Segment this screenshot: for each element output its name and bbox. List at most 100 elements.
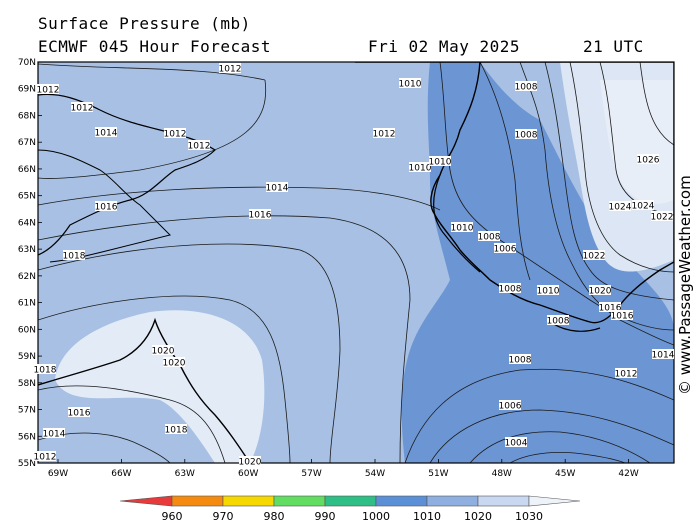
website-credit: © www.PassageWeather.com	[676, 175, 694, 395]
isobar-label: 1018	[165, 426, 188, 436]
isobar-label: 1016	[599, 304, 622, 314]
forecast-time: 21 UTC	[583, 37, 644, 56]
isobar-label: 1012	[188, 142, 211, 152]
isobar-label-bg	[505, 437, 527, 447]
isobar-label-bg	[409, 162, 431, 172]
isobar-label-bg	[611, 310, 633, 320]
isobar-label: 1018	[63, 252, 86, 262]
isobar-label-bg	[163, 357, 185, 367]
isobar-label-bg	[63, 250, 85, 260]
lat-label: 64N	[18, 218, 36, 228]
legend-swatch-980	[273, 495, 326, 507]
isobar-label-bg	[478, 231, 500, 241]
isobar-label-bg	[429, 156, 451, 166]
latitude-labels: 70N 69N 68N 67N 66N 65N 64N 63N 62N 61N 60N 59N 58N 5…	[18, 58, 42, 469]
isobar-label: 1008	[499, 285, 522, 295]
high-pressure-core	[600, 80, 674, 204]
isobar-label-bg	[34, 364, 56, 374]
isobar-label: 1016	[95, 203, 118, 213]
lon-label: 60W	[238, 469, 258, 479]
isobar-label-bg	[632, 200, 654, 210]
isobar-label-bg	[499, 400, 521, 410]
isobar-label-bg	[499, 283, 521, 293]
isobar-label-bg	[95, 127, 117, 137]
legend-label: 960	[162, 510, 183, 523]
isobar-label: 1022	[651, 213, 674, 223]
legend-label: 990	[315, 510, 336, 523]
isobar-label: 1008	[509, 356, 532, 366]
lat-label: 60N	[18, 325, 36, 335]
legend-label: 980	[264, 510, 285, 523]
isobar-label-bg	[219, 63, 241, 73]
legend-swatch-1020	[477, 495, 530, 507]
isobar-label: 1008	[478, 233, 501, 243]
isobar-label: 1014	[652, 351, 675, 361]
isobar-label-bg	[583, 250, 605, 260]
isobar-label: 1012	[615, 370, 638, 380]
legend-swatch-below-960	[119, 495, 173, 507]
isobar-label-bg	[164, 128, 186, 138]
lat-label: 58N	[18, 379, 36, 389]
legend-label: 1010	[413, 510, 441, 523]
isobar-label: 1020	[163, 359, 186, 369]
isobar-label: 1020	[589, 287, 612, 297]
lon-label: 63W	[175, 469, 195, 479]
lon-label: 54W	[365, 469, 385, 479]
isobar-label-bg	[494, 243, 516, 253]
lat-label: 55N	[18, 459, 36, 469]
isobar-label: 1024	[632, 202, 655, 212]
isobar-label-bg	[509, 354, 531, 364]
lon-label: 66W	[111, 469, 131, 479]
isobar-label-bg	[615, 368, 637, 378]
isobar-label: 1008	[515, 83, 538, 93]
isobar-label-bg	[34, 451, 56, 461]
map-frame	[37, 61, 675, 464]
isobar-label-bg	[399, 78, 421, 88]
isobar-label-bg	[71, 102, 93, 112]
lat-label: 67N	[18, 138, 36, 148]
isobar-label-bg	[68, 407, 90, 417]
isobar-label-bg	[188, 140, 210, 150]
lat-label: 59N	[18, 352, 36, 362]
isobar-label-bg	[37, 84, 59, 94]
isobar-label: 1020	[239, 458, 262, 468]
legend-swatch-960	[171, 495, 224, 507]
isobar-label: 1024	[609, 203, 632, 213]
longitude-labels: 69W 66W 63W 60W 57W 54W 51W 48W 45W 42W	[48, 459, 639, 479]
legend-label: 1030	[515, 510, 543, 523]
legend-swatch-above-1030	[528, 495, 581, 507]
isobar-label: 1016	[611, 312, 634, 322]
isobar-label: 1014	[43, 430, 66, 440]
isobar-label: 1008	[515, 131, 538, 141]
lat-label: 66N	[18, 165, 36, 175]
isobar-label-bg	[652, 349, 674, 359]
isobar-label: 1022	[583, 252, 606, 262]
lon-label: 48W	[492, 469, 512, 479]
isobar-label-bg	[451, 222, 473, 232]
isobar-label: 1020	[152, 347, 175, 357]
isobar-label: 1010	[429, 158, 452, 168]
isobar-label: 1010	[537, 287, 560, 297]
lat-label: 69N	[18, 85, 36, 95]
forecast-date: Fri 02 May 2025	[368, 37, 520, 56]
isobar-label: 1026	[637, 156, 660, 166]
isobar-label: 1012	[219, 65, 242, 75]
isobar-label: 1010	[409, 164, 432, 174]
model-run: ECMWF 045 Hour Forecast	[38, 37, 272, 56]
lat-label: 70N	[18, 58, 36, 68]
isobar-label-bg	[537, 285, 559, 295]
isobar-labels: 1012101210121012101210121014101410161016…	[34, 63, 675, 468]
legend-label: 1000	[362, 510, 390, 523]
legend-swatch-1000	[375, 495, 428, 507]
isobar-label-bg	[651, 211, 673, 221]
pressure-legend: 960 970 980 990 1000 1010 1020 1030	[119, 495, 581, 523]
isobar-label-bg	[609, 201, 631, 211]
isobar-label: 1012	[373, 130, 396, 140]
lat-label: 57N	[18, 406, 36, 416]
lon-label: 69W	[48, 469, 68, 479]
isobar-label-bg	[249, 209, 271, 219]
isobar-label: 1014	[95, 129, 118, 139]
isobar-label: 1016	[68, 409, 91, 419]
lat-label: 68N	[18, 111, 36, 121]
